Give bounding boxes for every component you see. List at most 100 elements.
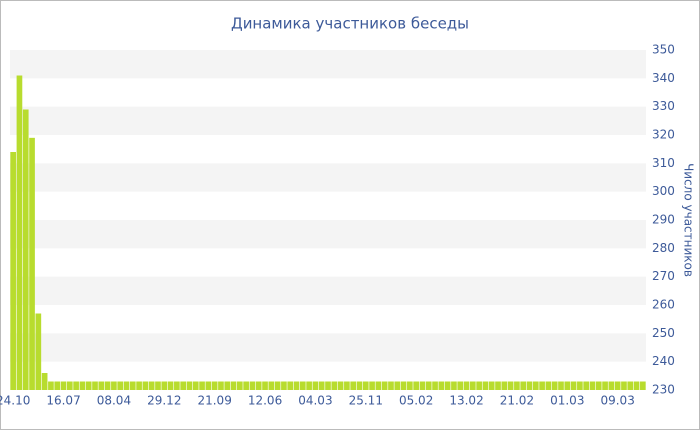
bar [488, 381, 495, 390]
bar [98, 381, 105, 390]
bar [476, 381, 482, 390]
bar [123, 381, 130, 390]
bar [306, 381, 312, 390]
chart-title: Динамика участников беседы [231, 15, 469, 33]
bar [104, 381, 111, 390]
y-tick-label: 240 [652, 354, 675, 368]
x-tick-label: 09.03 [600, 394, 634, 408]
bar [621, 381, 627, 390]
bar [551, 381, 558, 390]
bar [495, 381, 501, 390]
bar [614, 381, 621, 390]
bar [558, 381, 564, 390]
y-tick-label: 260 [652, 298, 675, 312]
bar [463, 381, 470, 390]
bar [577, 381, 583, 390]
bar [526, 381, 533, 390]
bar [344, 381, 350, 390]
bar [627, 381, 634, 390]
y-tick-label: 290 [652, 213, 675, 227]
bar [325, 381, 331, 390]
bar [640, 381, 646, 390]
bar [136, 381, 142, 390]
bar [356, 381, 363, 390]
bar [211, 381, 218, 390]
bar [129, 381, 136, 390]
bar [85, 381, 92, 390]
bar [199, 381, 205, 390]
bar [205, 381, 212, 390]
bar [419, 381, 426, 390]
grid-band [10, 106, 646, 135]
bar [331, 381, 338, 390]
grid-band [10, 333, 646, 362]
bar [111, 381, 117, 390]
y-tick-label: 270 [652, 269, 675, 283]
bar [274, 381, 281, 390]
bar [602, 381, 608, 390]
x-tick-label: 16.07 [46, 394, 80, 408]
bar [60, 381, 67, 390]
bar [299, 381, 306, 390]
bar [293, 381, 300, 390]
bar [167, 381, 174, 390]
bar [337, 381, 344, 390]
bar [400, 381, 407, 390]
bar [469, 381, 476, 390]
x-tick-label: 13.02 [449, 394, 483, 408]
bar [425, 381, 432, 390]
bar [262, 381, 268, 390]
bar [438, 381, 445, 390]
bar [117, 381, 124, 390]
x-tick-label: 21.09 [197, 394, 231, 408]
grid-band [10, 163, 646, 192]
bar [583, 381, 590, 390]
bar [514, 381, 520, 390]
bar [249, 381, 256, 390]
bar [451, 381, 457, 390]
x-tick-label: 21.02 [500, 394, 534, 408]
bar [48, 381, 54, 390]
bar [595, 381, 602, 390]
y-tick-label: 350 [652, 43, 675, 57]
x-tick-label: 08.04 [97, 394, 131, 408]
y-tick-label: 320 [652, 128, 675, 142]
bar [29, 137, 35, 390]
bar [161, 381, 168, 390]
x-tick-label: 29.12 [147, 394, 181, 408]
bar [268, 381, 275, 390]
bar [318, 381, 325, 390]
y-tick-label: 280 [652, 241, 675, 255]
bar [192, 381, 199, 390]
grid-band [10, 50, 646, 79]
grid-band [10, 276, 646, 305]
y-tick-label: 340 [652, 71, 675, 85]
y-tick-label: 330 [652, 99, 675, 113]
x-tick-label: 25.11 [349, 394, 383, 408]
bar [92, 381, 98, 390]
bar [66, 381, 73, 390]
y-tick-label: 310 [652, 156, 675, 170]
bar [312, 381, 319, 390]
bar [54, 381, 61, 390]
y-tick-label: 300 [652, 184, 675, 198]
bar [407, 381, 413, 390]
bar [532, 381, 539, 390]
bar [501, 381, 508, 390]
bar [79, 381, 86, 390]
bar [142, 381, 149, 390]
bar [148, 381, 155, 390]
bar [413, 381, 419, 390]
bar [22, 109, 29, 390]
bar [243, 381, 249, 390]
bar [381, 381, 388, 390]
bar [444, 381, 451, 390]
bar [16, 75, 23, 390]
bar [155, 381, 161, 390]
y-tick-label: 250 [652, 326, 675, 340]
bar [539, 381, 545, 390]
bar [281, 381, 287, 390]
bar [520, 381, 527, 390]
x-tick-label: 12.06 [248, 394, 282, 408]
